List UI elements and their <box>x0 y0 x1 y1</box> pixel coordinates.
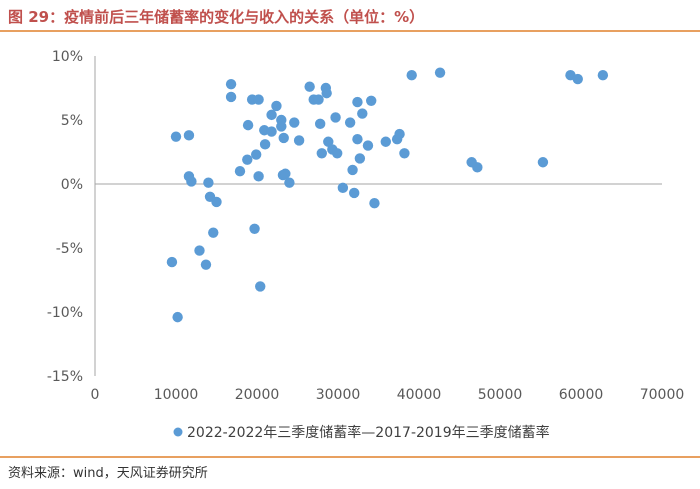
scatter-point <box>399 148 410 159</box>
scatter-point <box>271 100 282 112</box>
scatter-point <box>313 94 324 105</box>
scatter-point <box>211 196 222 208</box>
scatter-point <box>323 136 334 147</box>
scatter-point <box>316 148 327 159</box>
scatter-point <box>344 117 356 128</box>
scatter-point <box>266 109 277 121</box>
scatter-point <box>278 132 289 144</box>
scatter-point <box>242 119 254 131</box>
scatter-point <box>170 131 182 142</box>
scatter-point <box>362 140 374 151</box>
scatter-point <box>234 166 246 177</box>
scatter-point <box>166 256 178 268</box>
scatter-point <box>314 118 326 130</box>
y-tick-label: -10% <box>47 305 83 321</box>
scatter-point <box>200 259 212 270</box>
scatter-point <box>249 223 260 234</box>
scatter-point <box>394 128 405 140</box>
scatter-point <box>293 135 305 146</box>
scatter-point <box>321 87 332 99</box>
scatter-point <box>280 168 291 179</box>
scatter-point <box>186 176 197 187</box>
scatter-point <box>208 227 219 238</box>
scatter-point <box>266 126 277 137</box>
y-tick-label: 0% <box>61 177 83 193</box>
figure-title: 图 29：疫情前后三年储蓄率的变化与收入的关系（单位：%） <box>8 8 425 26</box>
y-tick-label: 5% <box>61 113 83 129</box>
x-tick-label: 10000 <box>154 387 199 403</box>
scatter-point <box>406 70 417 81</box>
x-tick-label: 70000 <box>640 387 685 403</box>
scatter-point <box>259 139 271 150</box>
y-tick-label: 10% <box>52 49 83 65</box>
x-tick-label: 50000 <box>478 387 523 403</box>
scatter-point <box>347 164 358 176</box>
source-note: 资料来源：wind，天风证券研究所 <box>8 466 208 481</box>
scatter-point <box>289 117 300 128</box>
data-points <box>166 67 609 323</box>
scatter-point <box>331 148 343 159</box>
scatter-point <box>242 154 253 165</box>
scatter-point <box>304 81 315 92</box>
x-tick-label: 60000 <box>559 387 604 403</box>
scatter-point <box>203 177 214 188</box>
scatter-point <box>194 245 205 256</box>
scatter-point <box>352 134 363 145</box>
scatter-point <box>352 96 363 108</box>
scatter-point <box>472 162 483 173</box>
scatter-point <box>183 130 195 141</box>
y-tick-labels: 10% 5% 0% -5% -10% -15% <box>47 49 83 385</box>
scatter-point <box>572 73 583 85</box>
scatter-point <box>337 182 349 194</box>
title-divider <box>0 30 700 32</box>
scatter-chart: 10% 5% 0% -5% -10% -15% 0 10000 20000 30000 40000… <box>47 49 685 441</box>
legend-marker <box>173 427 183 437</box>
scatter-point <box>354 153 366 164</box>
scatter-point <box>366 95 377 107</box>
scatter-point <box>357 108 368 119</box>
scatter-point <box>250 149 262 160</box>
scatter-point <box>369 198 380 209</box>
x-tick-labels: 0 10000 20000 30000 40000 50000 60000 70000 <box>91 387 685 403</box>
scatter-point <box>225 91 237 103</box>
scatter-point <box>330 112 341 123</box>
scatter-point <box>349 187 360 199</box>
scatter-point <box>434 67 446 78</box>
scatter-point <box>255 281 266 292</box>
scatter-point <box>225 78 237 90</box>
legend-label: 2022-2022年三季度储蓄率—2017-2019年三季度储蓄率 <box>187 424 550 441</box>
scatter-point <box>380 136 391 147</box>
scatter-point <box>537 157 549 168</box>
x-tick-label: 40000 <box>397 387 442 403</box>
footer-divider <box>0 456 700 458</box>
scatter-point <box>253 94 264 105</box>
x-tick-label: 0 <box>91 387 100 403</box>
legend: 2022-2022年三季度储蓄率—2017-2019年三季度储蓄率 <box>173 424 550 441</box>
scatter-point <box>597 70 609 81</box>
scatter-point <box>284 177 295 188</box>
x-tick-label: 30000 <box>316 387 361 403</box>
scatter-point <box>172 311 183 323</box>
x-tick-label: 20000 <box>235 387 280 403</box>
scatter-point <box>253 171 264 182</box>
y-tick-label: -15% <box>47 369 83 385</box>
scatter-point <box>276 121 287 132</box>
y-tick-label: -5% <box>56 241 83 257</box>
